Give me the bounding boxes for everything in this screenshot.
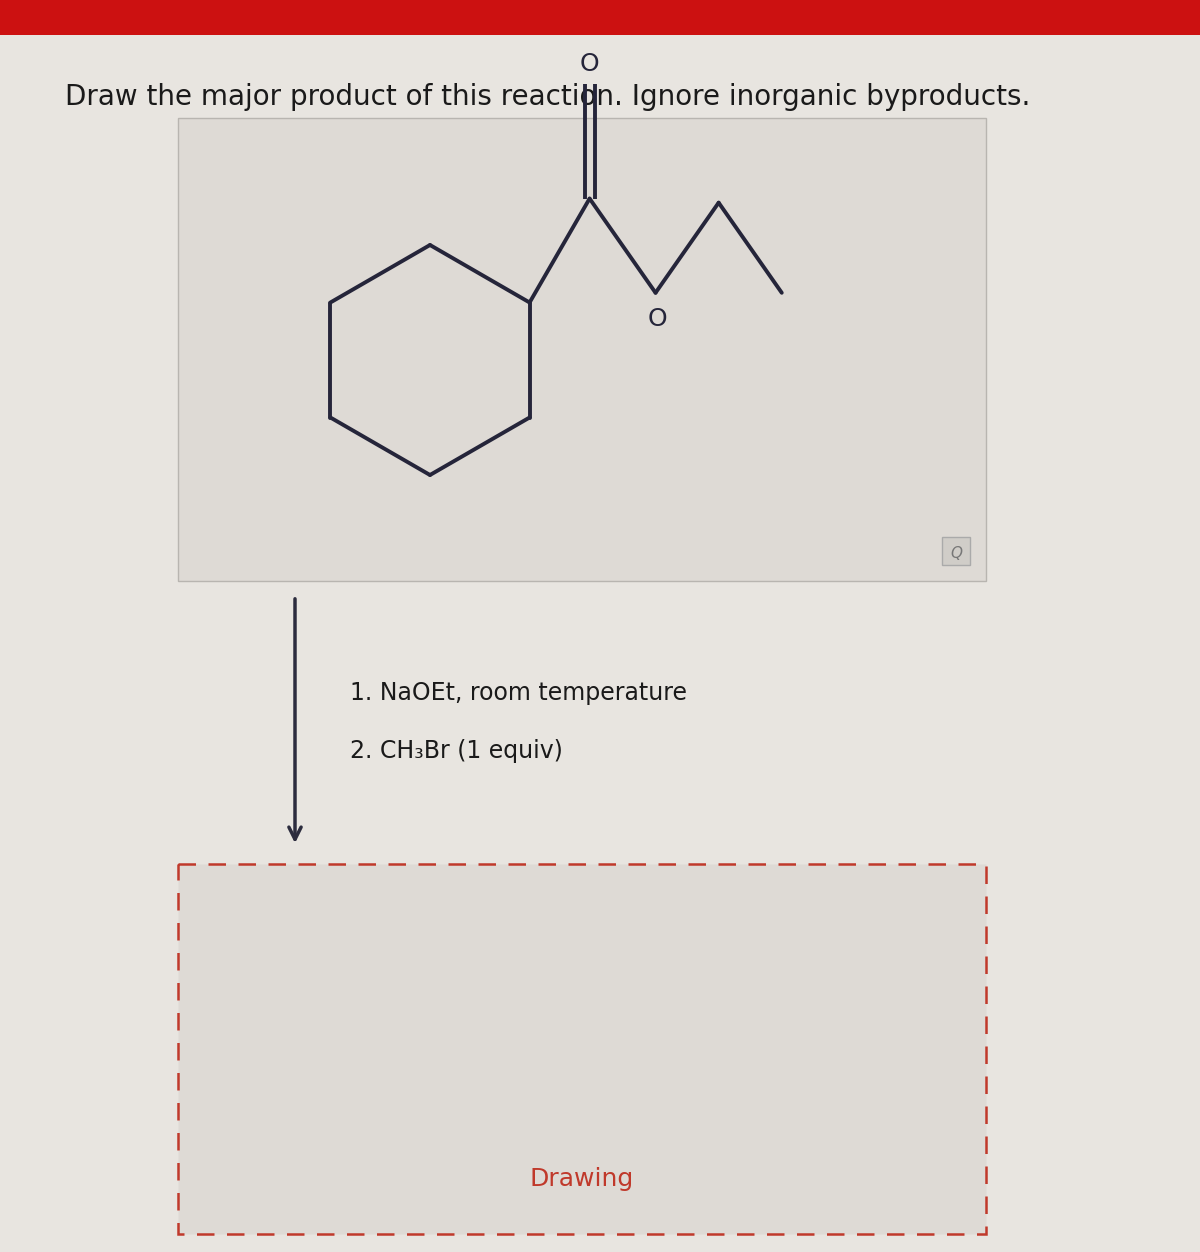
- Text: Q: Q: [950, 546, 962, 561]
- Text: 1. NaOEt, room temperature: 1. NaOEt, room temperature: [350, 681, 686, 705]
- Text: 2. CH₃Br (1 equiv): 2. CH₃Br (1 equiv): [350, 739, 563, 762]
- Text: O: O: [648, 307, 667, 331]
- Text: Drawing: Drawing: [530, 1167, 634, 1191]
- Bar: [178, 864, 986, 1234]
- Bar: [178, 118, 986, 581]
- Bar: [0, 0, 1200, 35]
- Bar: [942, 537, 970, 565]
- Text: Draw the major product of this reaction. Ignore inorganic byproducts.: Draw the major product of this reaction.…: [65, 83, 1031, 111]
- Text: O: O: [580, 51, 600, 75]
